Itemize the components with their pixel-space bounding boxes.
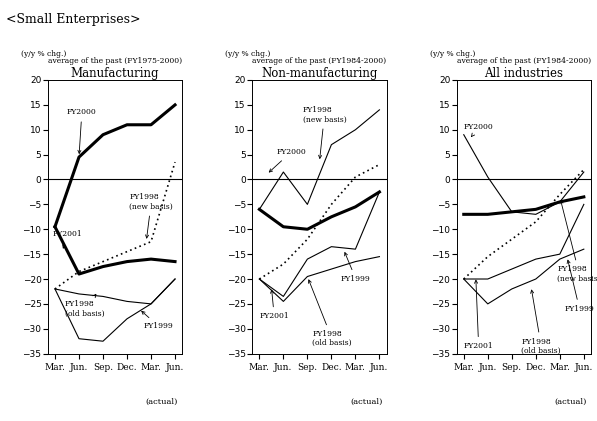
Text: (actual): (actual) [350, 397, 383, 405]
Title: Manufacturing: Manufacturing [71, 67, 159, 80]
Text: FY2000: FY2000 [269, 148, 306, 172]
Text: FY2000: FY2000 [464, 123, 494, 136]
Text: (y/y % chg.): (y/y % chg.) [21, 50, 66, 58]
Text: FY2000: FY2000 [67, 108, 97, 153]
Text: FY1998
(new basis): FY1998 (new basis) [303, 106, 346, 158]
Text: FY1998
(old basis): FY1998 (old basis) [309, 280, 352, 347]
Text: FY1999: FY1999 [141, 311, 174, 330]
Text: average of the past (FY1984-2000): average of the past (FY1984-2000) [457, 57, 591, 65]
Text: (actual): (actual) [146, 397, 179, 405]
Text: FY2001: FY2001 [53, 230, 82, 248]
Title: Non-manufacturing: Non-manufacturing [261, 67, 377, 80]
Text: FY1999: FY1999 [341, 253, 371, 283]
Text: FY1998
(new basis): FY1998 (new basis) [558, 200, 597, 282]
Text: average of the past (FY1975-2000): average of the past (FY1975-2000) [48, 57, 182, 65]
Text: FY1998
(old basis): FY1998 (old basis) [521, 290, 561, 355]
Text: FY1999: FY1999 [565, 260, 595, 313]
Text: FY2001: FY2001 [464, 280, 494, 350]
Text: (actual): (actual) [555, 397, 587, 405]
Text: <Small Enterprises>: <Small Enterprises> [6, 13, 140, 26]
Title: All industries: All industries [484, 67, 564, 80]
Text: FY2001: FY2001 [259, 290, 289, 320]
Text: FY1998
(old basis): FY1998 (old basis) [64, 294, 104, 317]
Text: average of the past (FY1984-2000): average of the past (FY1984-2000) [253, 57, 386, 65]
Text: (y/y % chg.): (y/y % chg.) [225, 50, 270, 58]
Text: (y/y % chg.): (y/y % chg.) [430, 50, 475, 58]
Text: FY1998
(new basis): FY1998 (new basis) [130, 193, 173, 238]
